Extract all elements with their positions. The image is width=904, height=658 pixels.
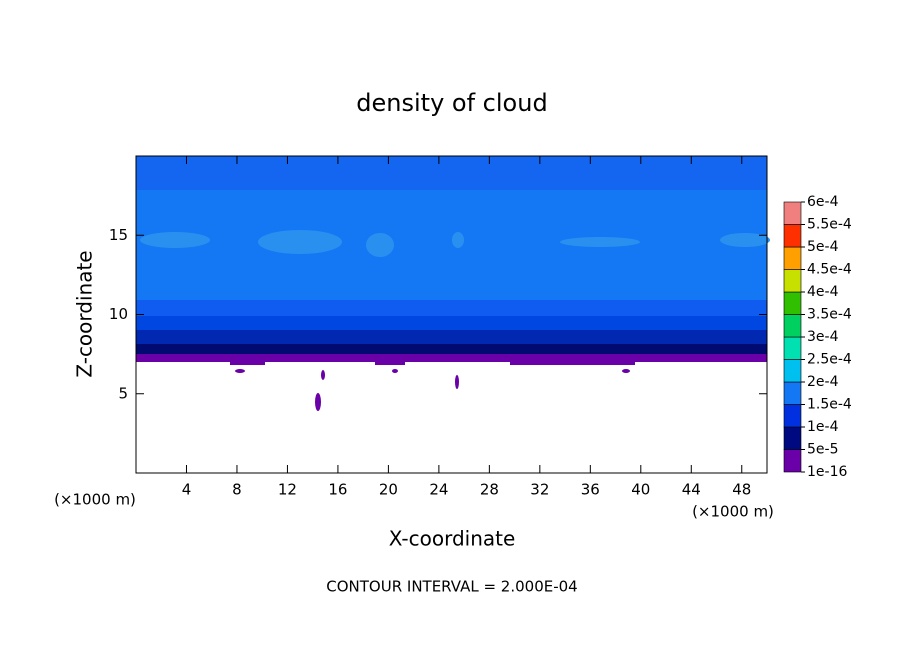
- colorbar-swatch: [783, 269, 802, 293]
- colorbar-swatch: [783, 404, 802, 428]
- y-tick-label: 15: [109, 226, 128, 244]
- contour-field: [136, 156, 770, 411]
- y-tick-label: 5: [118, 384, 128, 402]
- colorbar-label: 2.5e-4: [807, 352, 852, 368]
- colorbar-label: 5e-5: [807, 442, 838, 458]
- colorbar-swatch: [783, 336, 802, 360]
- colorbar-swatch: [783, 381, 802, 405]
- colorbar-label: 1e-4: [807, 419, 839, 435]
- colorbar-swatch: [783, 426, 802, 450]
- x-tick-label: 4: [182, 481, 192, 499]
- x-unit-left: (×1000 m): [54, 491, 136, 509]
- x-unit: (×1000 m): [692, 503, 774, 521]
- colorbar-label: 4e-4: [807, 284, 839, 300]
- colorbar-swatch: [783, 291, 802, 315]
- x-tick-label: 44: [682, 481, 701, 499]
- colorbar-label: 3.5e-4: [807, 307, 852, 323]
- colorbar-label: 4.5e-4: [807, 262, 852, 278]
- colorbar-label: 3e-4: [807, 329, 839, 345]
- y-axis-label: Z-coordinate: [73, 250, 97, 377]
- colorbar-label: 5e-4: [807, 239, 839, 255]
- colorbar-swatch: [783, 314, 802, 338]
- x-tick-label: 32: [530, 481, 549, 499]
- chart-title: density of cloud: [356, 89, 547, 117]
- colorbar-swatch: [783, 359, 802, 383]
- colorbar-label: 2e-4: [807, 374, 839, 390]
- colorbar-swatch: [783, 449, 802, 473]
- x-tick-label: 20: [379, 481, 398, 499]
- x-tick-label: 48: [732, 481, 751, 499]
- x-tick-label: 36: [581, 481, 600, 499]
- colorbar-label: 6e-4: [807, 194, 839, 210]
- colorbar-label: 1.5e-4: [807, 397, 852, 413]
- x-axis-label: X-coordinate: [389, 527, 516, 551]
- colorbar-swatch: [783, 246, 802, 270]
- x-tick-label: 8: [232, 481, 242, 499]
- x-tick-label: 40: [631, 481, 650, 499]
- y-tick-label: 10: [109, 305, 128, 323]
- colorbar-swatch: [783, 224, 802, 248]
- x-tick-label: 12: [278, 481, 297, 499]
- x-tick-label: 24: [429, 481, 448, 499]
- x-tick-label: 28: [480, 481, 499, 499]
- footer-note: CONTOUR INTERVAL = 2.000E-04: [326, 578, 577, 596]
- x-tick-label: 16: [328, 481, 347, 499]
- colorbar-swatch: [783, 201, 802, 225]
- colorbar-label: 1e-16: [807, 464, 847, 480]
- colorbar-label: 5.5e-4: [807, 217, 852, 233]
